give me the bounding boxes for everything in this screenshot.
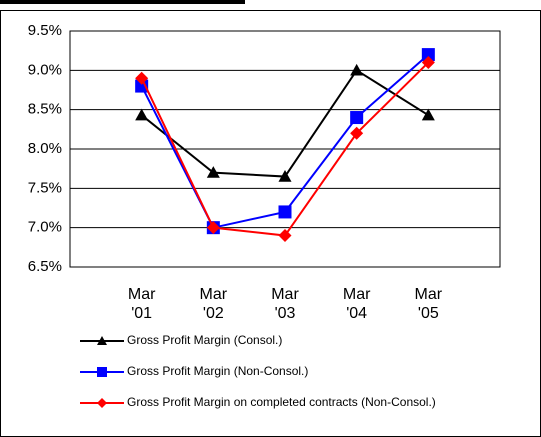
legend-label: Gross Profit Margin (Consol.) (127, 333, 282, 347)
legend-marker (97, 398, 107, 408)
x-tick-label: Mar '05 (414, 286, 443, 322)
legend-marker (97, 367, 107, 377)
legend-marker (97, 336, 107, 345)
y-tick-label: 9.5% (28, 22, 62, 39)
plot-border (69, 30, 501, 268)
legend-label: Gross Profit Margin (Non-Consol.) (127, 364, 308, 378)
y-tick-label: 8.5% (28, 101, 62, 118)
data-point (278, 170, 292, 182)
series-line (140, 53, 429, 229)
y-tick-label: 8.0% (28, 140, 62, 157)
data-point (350, 111, 364, 125)
y-tick-label: 7.5% (28, 179, 62, 196)
x-tick-label: Mar '02 (199, 286, 228, 322)
x-tick-label: Mar '04 (342, 286, 371, 322)
y-tick-label: 9.0% (28, 61, 62, 78)
data-point (278, 229, 292, 243)
x-tick-label: Mar '01 (127, 286, 156, 322)
data-point (421, 55, 435, 69)
data-point (135, 71, 149, 85)
data-point (206, 221, 220, 235)
data-point (350, 126, 364, 140)
series-line (141, 68, 429, 178)
data-point (421, 108, 435, 121)
y-tick-label: 6.5% (28, 258, 62, 275)
data-point (278, 205, 292, 219)
data-point (135, 108, 149, 121)
data-point (350, 63, 364, 76)
data-point (421, 48, 435, 62)
data-point (206, 166, 220, 178)
x-tick-label: Mar '03 (271, 286, 299, 322)
y-tick-label: 7.0% (28, 219, 62, 236)
legend-label: Gross Profit Margin on completed contrac… (127, 395, 436, 409)
title-underline (0, 0, 245, 4)
